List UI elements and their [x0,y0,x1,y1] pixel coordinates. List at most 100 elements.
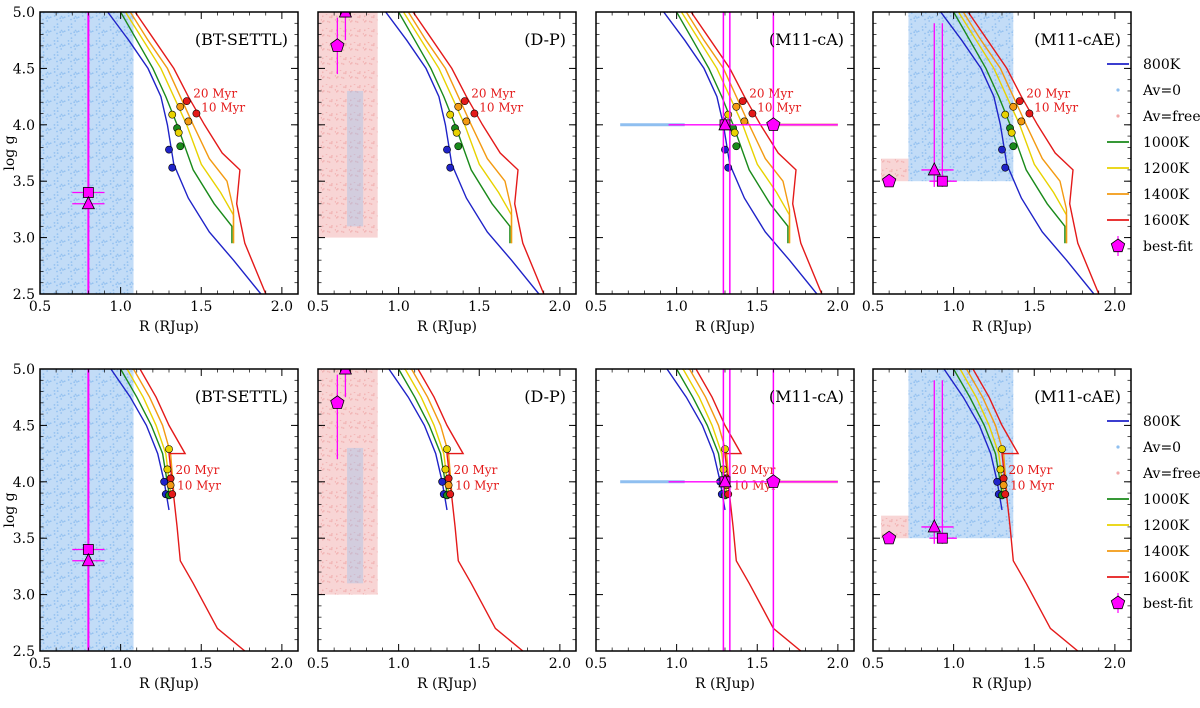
x-tick-label: 1.0 [109,299,131,315]
x-axis-label: R (RJup) [139,676,199,692]
x-axis-label: R (RJup) [695,676,755,692]
legend-swatch [1116,445,1120,449]
age-point [446,163,455,172]
age-point [163,465,172,474]
track-800K [385,12,540,294]
age-point [730,128,739,137]
age-point [454,102,463,111]
age-point [165,145,173,154]
panel-title: (M11-cAE) [1034,387,1121,406]
fit-square-marker [936,532,948,544]
x-axis-label: R (RJup) [972,319,1032,335]
legend-label: 800K [1143,414,1181,430]
y-tick-label: 4.5 [13,418,35,434]
age-point [1001,110,1010,119]
panel-title: (BT-SETTL) [195,387,288,406]
age-point [444,481,453,490]
x-tick-label: 1.5 [1023,656,1045,672]
track-800K [107,12,262,294]
avfree-cloud [318,369,378,595]
legend-label: best-fit [1143,239,1193,255]
legend-label: best-fit [1143,596,1193,612]
x-tick-label: 1.5 [468,299,490,315]
y-axis-label: log g [2,492,18,527]
panel-title: (M11-cAE) [1034,30,1121,49]
age-point [443,145,451,154]
y-tick-label: 2.5 [13,287,35,303]
legend-swatch [1110,595,1126,610]
track-1400K [965,369,1008,494]
x-tick-label: 1.5 [468,656,490,672]
x-tick-label: 0.5 [862,299,884,315]
x-tick-label: 0.5 [585,656,607,672]
age-label-10myr: 10 Myr [455,479,499,493]
y-tick-label: 3.0 [13,231,35,247]
x-tick-label: 2.0 [549,656,571,672]
fit-pentagon-marker [766,474,781,488]
age-point [446,490,455,499]
x-tick-label: 2.0 [271,656,293,672]
best-fit-group [882,380,957,545]
fit-triangle-marker [718,116,732,131]
panel-title: (BT-SETTL) [195,30,288,49]
x-tick-label: 0.5 [585,299,607,315]
av0-cloud [40,12,134,294]
fit-triangle-marker [81,552,96,567]
age-point [168,490,177,499]
avfree-cloud [318,12,378,238]
panel-title: (M11-cA) [769,387,844,406]
x-axis-label: R (RJup) [139,319,199,335]
av0-cloud [40,369,134,651]
legend-row-1: 800K Av=0 Av=free 1000K 1200K 1400K 1600K best-… [1107,57,1200,256]
age-point [1007,128,1016,137]
age-point [166,481,175,490]
age-point [470,109,479,118]
fit-triangle-marker [927,162,941,176]
track-1600K [690,12,823,294]
age-point [993,477,1002,486]
age-point [721,445,729,453]
fit-triangle-marker [718,473,732,488]
age-point [192,109,201,118]
age-point [443,445,451,453]
age-label-10myr: 10 Myr [177,479,221,493]
legend-label: 1400K [1143,544,1190,560]
age-point [444,474,453,483]
age-label-10myr: 10 Myr [479,100,523,114]
track-1600K [695,369,802,651]
age-point [748,109,757,118]
age-point [1015,97,1024,106]
av0-cloud-overlap [347,447,364,584]
x-tick-label: 0.5 [862,656,884,672]
track-800K [388,369,448,511]
y-tick-label: 3.0 [13,588,35,604]
best-fit-group [72,12,105,294]
age-point [441,465,450,474]
best-fit-group [668,369,838,651]
age-point [176,142,185,151]
age-label-20myr: 20 Myr [1008,463,1052,477]
x-tick-label: 1.5 [746,299,768,315]
track-800K [940,12,1095,294]
x-tick-label: 1.0 [387,656,409,672]
best-fit-group [72,369,105,651]
age-point [176,102,185,111]
age-label-10myr: 10 Myr [757,100,801,114]
track-1400K [132,369,175,494]
fit-pentagon-marker [882,173,897,188]
age-label-20myr: 20 Myr [1026,87,1070,101]
age-label-10myr: 10 Myr [1010,479,1054,493]
fit-square-marker [936,175,948,187]
age-point [1025,109,1034,118]
y-tick-label: 2.5 [13,644,35,660]
legend-label: 1000K [1143,135,1190,151]
legend-label: Av=free [1142,109,1200,125]
panel-6: 20 Myr 10 Myr 0.5 1.0 1.5 2.0 R (RJup) (D-P) [307,368,577,692]
track-1400K [407,12,513,244]
age-point [1009,142,1018,151]
av0-cloud [908,12,1014,182]
